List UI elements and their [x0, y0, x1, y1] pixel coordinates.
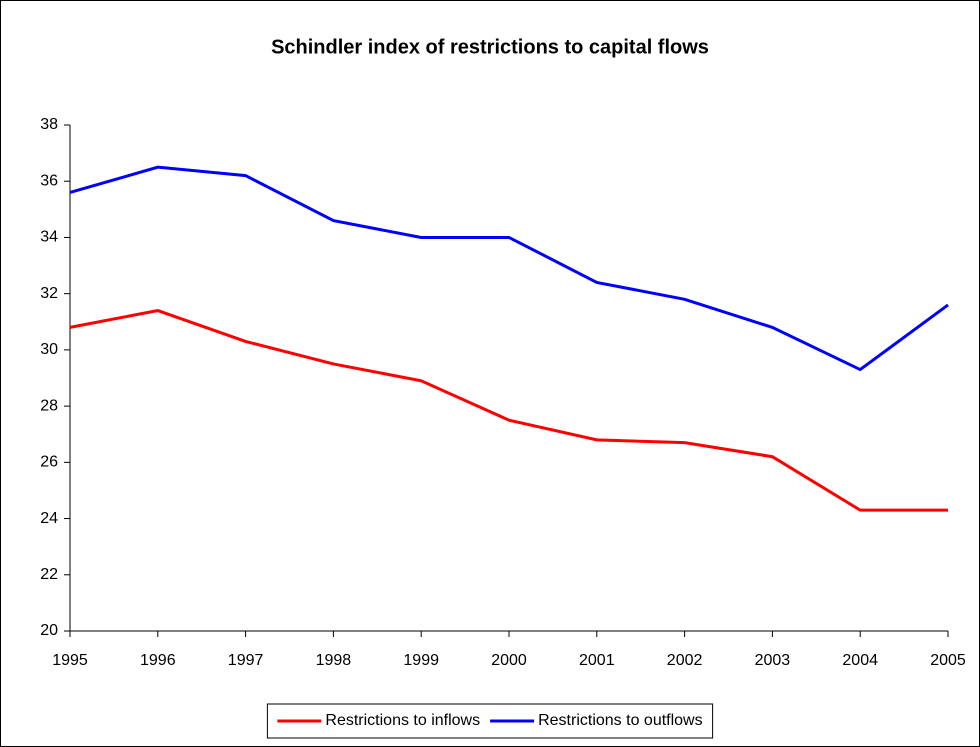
y-tick-label: 20: [40, 622, 58, 639]
x-tick-label: 2001: [579, 652, 615, 669]
legend: Restrictions to inflows Restrictions to o…: [266, 703, 714, 739]
x-tick-label: 2000: [491, 652, 527, 669]
x-tick-label: 1996: [140, 652, 176, 669]
series-line: [69, 308, 948, 512]
y-tick-label: 36: [40, 172, 58, 189]
y-tick-label: 26: [40, 454, 58, 471]
legend-label: Restrictions to outflows: [538, 712, 703, 729]
x-tick-label: 2004: [842, 652, 878, 669]
series-line: [69, 165, 949, 372]
x-tick-label: 2002: [667, 652, 703, 669]
y-tick-label: 30: [40, 341, 58, 358]
x-tick-label: 1995: [52, 652, 88, 669]
legend-box: [266, 703, 714, 739]
x-tick-label: 1997: [228, 652, 264, 669]
x-tick-label: 2005: [930, 652, 966, 669]
y-tick-label: 28: [40, 397, 58, 414]
y-tick-label: 38: [40, 116, 58, 133]
x-tick-label: 1999: [403, 652, 439, 669]
x-tick-label: 1998: [316, 652, 352, 669]
y-tick-label: 22: [40, 566, 58, 583]
y-tick-label: 24: [40, 510, 58, 527]
y-tick-label: 32: [40, 285, 58, 302]
chart-title: Schindler index of restrictions to capit…: [271, 36, 709, 58]
x-tick-label: 2003: [755, 652, 791, 669]
y-tick-label: 34: [40, 229, 58, 246]
legend-label: Restrictions to inflows: [325, 712, 480, 729]
